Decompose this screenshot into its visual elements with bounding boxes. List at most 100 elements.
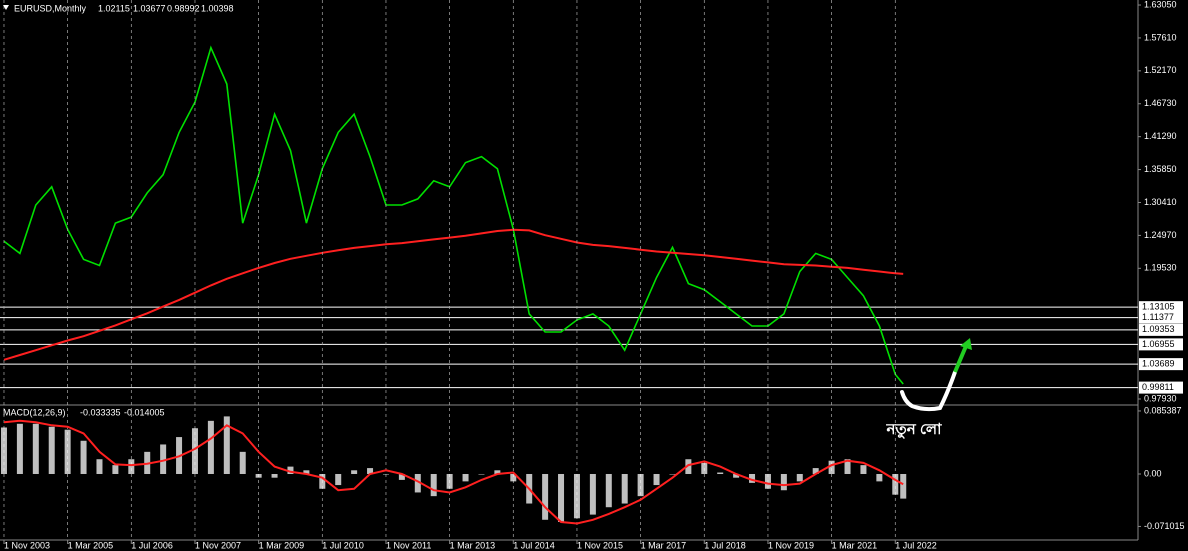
histogram-bar: [494, 470, 501, 474]
histogram-bar: [900, 473, 907, 499]
level-label-box: [1139, 311, 1183, 324]
level-label: 1.11377: [1142, 312, 1174, 322]
y-tick-label: -0.071015: [1144, 521, 1185, 531]
x-tick-label: 1 Mar 2009: [259, 540, 305, 550]
x-tick-label: 1 Nov 2003: [4, 540, 50, 550]
x-tick-label: 1 Jul 2014: [513, 540, 555, 550]
x-tick-label: 1 Nov 2019: [768, 540, 814, 550]
histogram-bar: [876, 473, 883, 482]
level-label: 1.06955: [1142, 339, 1175, 349]
series-line: [3, 228, 904, 361]
x-tick-label: 1 Mar 2013: [450, 540, 496, 550]
high-price: 1.03677: [133, 3, 166, 13]
y-tick-label: 1.35850: [1144, 164, 1177, 174]
histogram-bar: [32, 423, 39, 474]
level-label-box: [1139, 338, 1183, 351]
histogram-bar: [860, 465, 867, 474]
open-price: 1.02115: [98, 3, 130, 13]
annotation: নতুন লো: [886, 421, 943, 439]
y-tick-label: 1.30410: [1144, 197, 1177, 207]
histogram-bar: [462, 473, 469, 482]
histogram-bar: [701, 462, 708, 474]
macd-title: MACD(12,26,9): [3, 407, 66, 417]
histogram-bar: [128, 459, 135, 474]
y-tick-label: 1.52170: [1144, 65, 1177, 75]
histogram-bar: [892, 473, 899, 495]
histogram-bar: [653, 473, 660, 486]
histogram-bar: [812, 468, 819, 474]
histogram-bar: [542, 473, 549, 520]
histogram-bar: [351, 470, 358, 474]
histogram-bar: [255, 473, 262, 478]
histogram-bar: [573, 473, 580, 519]
low-price: 0.98992: [167, 3, 200, 13]
level-label-box: [1139, 358, 1183, 371]
histogram-bar: [16, 423, 23, 474]
histogram-bar: [844, 459, 851, 474]
histogram-bar: [0, 427, 7, 474]
histogram-bar: [367, 468, 374, 474]
y-tick-label: 1.46730: [1144, 98, 1177, 108]
x-tick-label: 1 Mar 2005: [68, 540, 114, 550]
hand-drawn-curve: [900, 370, 957, 412]
histogram-bar: [637, 473, 644, 497]
level-label-box: [1139, 323, 1183, 336]
histogram-bar: [48, 426, 55, 474]
histogram-bar: [398, 473, 405, 480]
chart-title: EURUSD,Monthly: [14, 3, 87, 13]
close-price: 1.00398: [201, 3, 234, 13]
x-tick-label: 1 Jul 2010: [322, 540, 364, 550]
histogram-bar: [112, 465, 119, 474]
histogram-bar: [749, 473, 756, 483]
histogram-bar: [780, 473, 787, 491]
histogram-bar: [223, 416, 230, 474]
macd-signal-value: -0.014005: [124, 407, 165, 417]
histogram-bar: [191, 428, 198, 474]
x-tick-label: 1 Mar 2017: [641, 540, 687, 550]
histogram-bar: [430, 473, 437, 497]
y-tick-label: 1.57610: [1144, 32, 1177, 42]
level-label-box: [1139, 381, 1183, 394]
histogram-bar: [589, 473, 596, 515]
histogram-bar: [510, 473, 517, 482]
histogram-bar: [828, 460, 835, 474]
x-tick-label: 1 Nov 2015: [577, 540, 623, 550]
y-tick-label: 1.19530: [1144, 263, 1177, 273]
series-line: [3, 419, 904, 525]
histogram-bar: [96, 459, 103, 474]
histogram-bar: [160, 444, 167, 474]
arrow-head: [960, 338, 972, 350]
level-label: 1.09353: [1142, 324, 1175, 334]
histogram-bar: [558, 473, 565, 522]
y-tick-label: 0.085387: [1144, 405, 1182, 415]
x-tick-label: 1 Mar 2021: [832, 540, 878, 550]
histogram-bar: [446, 473, 453, 489]
x-tick-label: 1 Jul 2022: [895, 540, 937, 550]
histogram-bar: [239, 451, 246, 474]
histogram-bar: [669, 473, 676, 475]
series-line: [3, 45, 904, 385]
symbol-menu-icon[interactable]: [3, 5, 9, 10]
x-tick-label: 1 Nov 2011: [386, 540, 431, 550]
level-label-box: [1139, 301, 1183, 314]
histogram-bar: [271, 473, 278, 478]
y-tick-label: 1.24970: [1144, 230, 1177, 240]
y-tick-label: 1.63050: [1144, 0, 1177, 9]
level-label: 1.03689: [1142, 359, 1175, 369]
level-label: 0.99811: [1142, 382, 1174, 392]
histogram-bar: [382, 473, 389, 475]
histogram-bar: [685, 459, 692, 474]
x-tick-label: 1 Nov 2007: [195, 540, 241, 550]
histogram-bar: [764, 473, 771, 489]
x-tick-label: 1 Jul 2018: [704, 540, 746, 550]
x-tick-label: 1 Jul 2006: [131, 540, 173, 550]
macd-main-value: -0.033335: [80, 407, 121, 417]
arrow-shaft: [953, 345, 968, 373]
histogram-bar: [605, 473, 612, 508]
histogram-bar: [414, 473, 421, 493]
histogram-bar: [717, 472, 724, 474]
y-tick-label: 0.00: [1144, 468, 1162, 478]
histogram-bar: [303, 470, 310, 474]
histogram-bar: [207, 420, 214, 474]
